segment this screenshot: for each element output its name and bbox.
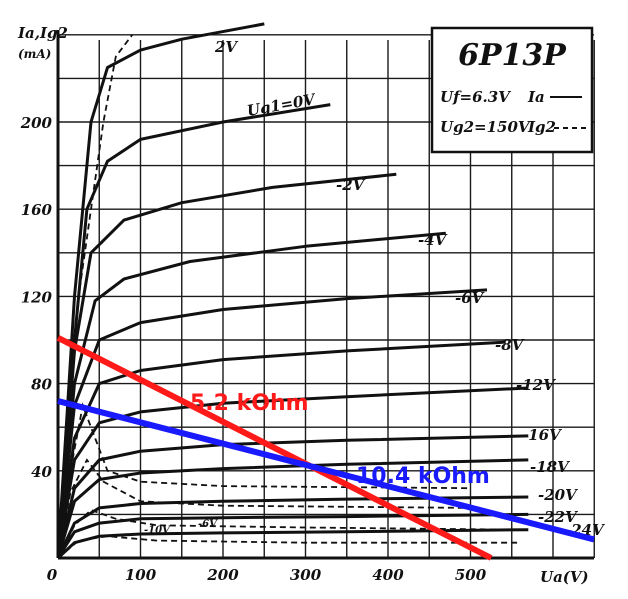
screen-curve-2 (57, 458, 471, 559)
y-tick-label: 160 (21, 201, 53, 219)
anode-curve-label: -4V (418, 231, 448, 249)
load-line-label: 5.2 kOhm (190, 391, 309, 416)
anode-curve-11 (56, 528, 529, 560)
anode-curve-label: -16V (522, 426, 562, 444)
x-axis-label: Ua(V) (540, 568, 589, 586)
anode-current-curves (56, 22, 529, 560)
y-tick-label: 120 (21, 288, 53, 306)
y-axis-unit: (mA) (18, 47, 51, 61)
legend-ig2-label: Ig2 (527, 118, 556, 136)
load-line-0 (56, 335, 493, 561)
y-tick-label: 80 (31, 376, 52, 394)
chart-title: 6P13P (458, 38, 567, 73)
anode-curve-3 (56, 231, 446, 559)
anode-curve-10 (56, 512, 529, 559)
anode-curve-label: -18V (530, 458, 570, 476)
title-box-frame (430, 26, 594, 154)
anode-curve-label: -6V (455, 289, 485, 307)
load-line-1 (57, 398, 595, 543)
x-tick-label: 400 (372, 566, 404, 584)
anode-curve-2 (56, 172, 397, 559)
anode-curve-label: -12V (516, 376, 556, 394)
anode-curve-label: -8V (495, 336, 525, 354)
tick-labels: 0 100 200 300 400 500 40 80 120 160 200 (20, 114, 487, 584)
axes (56, 30, 594, 560)
title-box: 6P13P Uf=6.3V Ia Ug2=150V Ig2 (430, 26, 594, 154)
load-lines: 5.2 kOhm 10.4 kOhm (56, 335, 595, 561)
y-tick-label: 200 (20, 114, 53, 132)
anode-curve-8 (56, 458, 529, 559)
x-tick-label: 200 (206, 566, 239, 584)
anode-curve-7 (56, 434, 529, 559)
anode-curve-5 (56, 340, 504, 559)
anode-curve-1 (56, 103, 331, 559)
anode-curve-label: -22V (538, 508, 578, 526)
screen-curve-label: -6V (198, 519, 218, 530)
load-line-label: 10.4 kOhm (356, 464, 490, 489)
anode-curve-0 (56, 22, 265, 559)
screen-curve-3 (57, 508, 521, 559)
legend-ia-label: Ia (527, 88, 545, 106)
y-tick-label: 40 (31, 463, 52, 481)
anode-curve-6 (56, 386, 529, 559)
x-tick-label: 500 (455, 566, 487, 584)
condition-filament: Uf=6.3V (440, 88, 511, 106)
y-axis-label: Ia,Ig2 (17, 24, 68, 42)
anode-curve-label: -2V (336, 176, 366, 194)
x-tick-label: 100 (125, 566, 157, 584)
anode-curve-label: -20V (538, 486, 578, 504)
condition-screen: Ug2=150V (440, 118, 531, 136)
anode-curve-9 (56, 495, 529, 559)
x-tick-label: 0 (47, 566, 58, 584)
anode-curve-label: 2V (214, 38, 238, 56)
screen-curve-label: -10V (144, 525, 171, 536)
x-tick-label: 300 (290, 566, 322, 584)
